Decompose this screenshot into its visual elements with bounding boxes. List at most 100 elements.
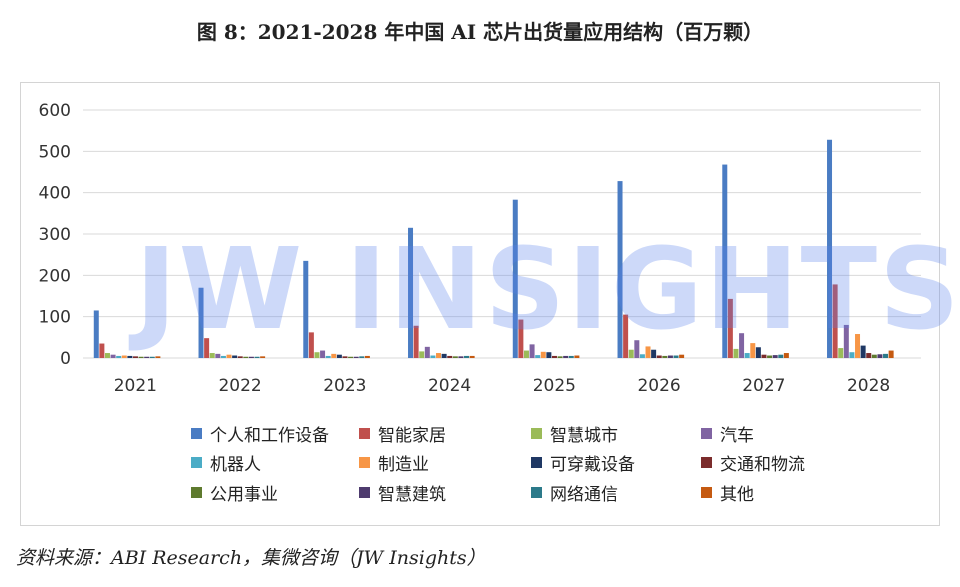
legend-swatch: [191, 487, 202, 498]
legend-label: 汽车: [720, 426, 754, 446]
bar: [673, 355, 679, 358]
bar: [639, 354, 645, 358]
bar: [220, 355, 226, 358]
legend-label: 交通和物流: [720, 455, 805, 475]
bar: [419, 351, 425, 358]
legend-label: 制造业: [378, 455, 429, 475]
bar: [739, 333, 745, 358]
legend-item: 智慧建筑: [359, 480, 446, 505]
bar: [838, 348, 844, 358]
bar: [331, 353, 337, 358]
x-tick-label: 2027: [742, 376, 785, 396]
legend-item: 交通和物流: [701, 450, 805, 475]
bar: [546, 352, 552, 358]
bar: [551, 355, 557, 358]
bar: [260, 356, 266, 358]
bar: [424, 346, 430, 358]
legend-swatch: [191, 428, 202, 439]
bar: [226, 354, 232, 358]
bar: [198, 287, 204, 358]
y-tick-label: 300: [39, 225, 71, 245]
legend-swatch: [701, 428, 712, 439]
bar: [104, 353, 110, 358]
bar: [883, 353, 889, 358]
bar: [93, 310, 99, 358]
bar: [464, 355, 470, 358]
bar: [308, 332, 314, 358]
legend-item: 公用事业: [191, 480, 278, 505]
bar: [458, 356, 464, 358]
bar: [452, 356, 458, 358]
bar: [127, 355, 133, 358]
bar: [303, 260, 309, 358]
bar: [783, 353, 789, 358]
bar: [634, 340, 640, 358]
bar: [761, 354, 767, 358]
bar: [155, 356, 161, 358]
legend-item: 智慧城市: [531, 421, 618, 446]
bar: [529, 344, 535, 358]
bar: [121, 355, 127, 358]
bar: [667, 355, 673, 358]
legend-item: 机器人: [191, 450, 261, 475]
bar: [866, 353, 872, 358]
legend-item: 汽车: [701, 421, 754, 446]
bar: [574, 355, 580, 358]
bar: [518, 319, 524, 358]
bar: [353, 356, 359, 358]
bar: [364, 355, 370, 358]
x-tick-label: 2022: [218, 376, 261, 396]
bar: [871, 354, 877, 358]
bar: [727, 298, 733, 358]
bar: [144, 356, 150, 358]
bar: [679, 354, 685, 358]
legend-swatch: [531, 428, 542, 439]
legend-label: 个人和工作设备: [210, 426, 329, 446]
legend-swatch: [701, 487, 712, 498]
bar: [215, 353, 221, 358]
bar: [832, 284, 838, 358]
bar: [827, 139, 833, 358]
bar: [744, 353, 750, 358]
y-tick-label: 0: [60, 349, 71, 369]
legend-swatch: [359, 428, 370, 439]
bar: [447, 355, 453, 358]
bar: [132, 356, 138, 358]
bar: [778, 354, 784, 358]
bar: [336, 354, 342, 358]
legend-swatch: [531, 487, 542, 498]
x-tick-label: 2021: [114, 376, 157, 396]
legend-item: 可穿戴设备: [531, 450, 635, 475]
y-tick-label: 100: [39, 308, 71, 328]
bar: [750, 343, 756, 358]
legend-swatch: [359, 487, 370, 498]
bar: [232, 355, 238, 358]
bar: [138, 356, 144, 358]
bar: [523, 350, 529, 358]
x-tick-label: 2025: [533, 376, 576, 396]
bar: [877, 354, 883, 358]
bar: [436, 353, 442, 358]
bar: [855, 334, 861, 358]
legend-item: 网络通信: [531, 480, 618, 505]
bar: [359, 356, 365, 358]
bar: [110, 354, 116, 358]
bar: [320, 350, 326, 358]
bar: [755, 347, 761, 358]
legend-label: 智慧城市: [550, 426, 618, 446]
source-note: 资料来源：ABI Research，集微咨询（JW Insights）: [16, 547, 486, 569]
x-tick-label: 2026: [637, 376, 680, 396]
bar: [209, 353, 215, 358]
legend-swatch: [701, 457, 712, 468]
x-tick-label: 2023: [323, 376, 366, 396]
bar: [430, 355, 436, 358]
bar: [540, 351, 546, 358]
bar: [860, 345, 866, 358]
legend-label: 智能家居: [378, 426, 446, 446]
bar: [733, 348, 739, 358]
y-tick-label: 600: [39, 101, 71, 121]
bar: [512, 199, 518, 358]
bar: [314, 352, 320, 358]
y-tick-label: 500: [39, 142, 71, 162]
bar: [204, 338, 210, 358]
